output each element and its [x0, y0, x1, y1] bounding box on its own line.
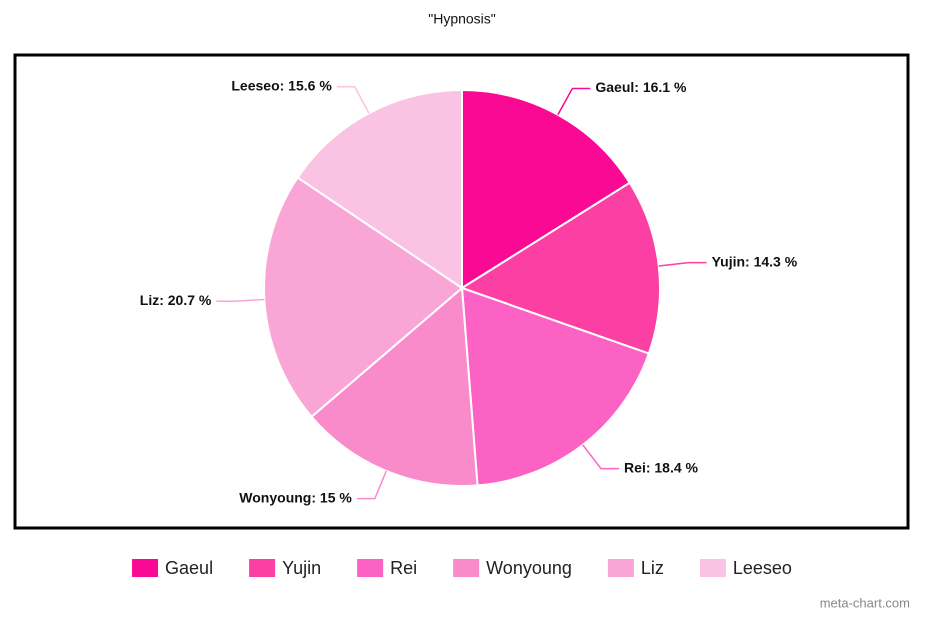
leader-line [658, 261, 707, 267]
legend-label: Wonyoung [486, 558, 572, 578]
legend-swatch [249, 559, 276, 577]
data-label: Rei: 18.4 % [624, 459, 698, 475]
legend-label: Rei [390, 558, 417, 578]
legend-swatch [607, 559, 634, 577]
legend-swatch [699, 559, 726, 577]
data-label: Wonyoung: 15 % [239, 489, 352, 505]
pie-slice [263, 176, 464, 419]
data-label: Leeseo: 15.6 % [231, 77, 332, 93]
leader-line [356, 470, 387, 500]
data-label: Gaeul: 16.1 % [595, 79, 687, 95]
leader-line [582, 444, 620, 470]
pie-slice [296, 88, 463, 290]
legend-label: Yujin [282, 558, 321, 578]
legend-swatch [357, 559, 384, 577]
leader-line [336, 86, 370, 114]
legend-label: Gaeul [165, 558, 213, 578]
data-label: Liz: 20.7 % [140, 292, 212, 308]
legend-swatch [132, 559, 159, 577]
legend-swatch [453, 559, 480, 577]
watermark: meta-chart.com [820, 595, 910, 610]
data-label: Yujin: 14.3 % [712, 253, 798, 269]
leader-line [557, 87, 591, 116]
legend-label: Liz [641, 558, 664, 578]
leader-line [216, 298, 265, 302]
legend-label: Leeseo [733, 558, 792, 578]
chart-title: "Hypnosis" [428, 11, 496, 27]
